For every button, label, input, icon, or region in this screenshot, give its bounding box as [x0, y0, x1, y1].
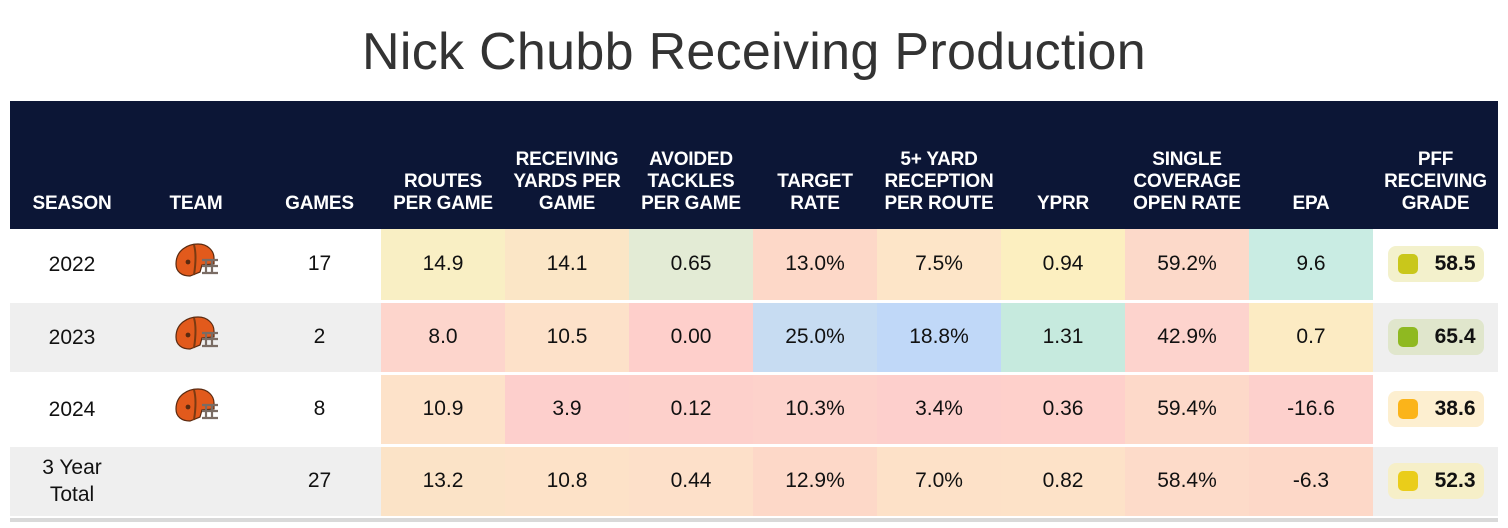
pff-grade-cell: 52.3	[1373, 445, 1498, 519]
yprr-cell: 0.94	[1001, 229, 1125, 303]
grade-value: 52.3	[1434, 469, 1476, 492]
table-row: 2024 8 10.9 3.9 0.12 10.3% 3.4% 0.36 59.4% -16.6 3…	[10, 373, 1498, 447]
grade-badge: 38.6	[1387, 391, 1484, 427]
epa-cell: -16.6	[1249, 373, 1373, 447]
games-cell: 2	[258, 301, 381, 375]
header-row: SEASON TEAM GAMES ROUTES PER GAME RECEIVING …	[10, 101, 1498, 229]
table-row: 2022 17 14.9 14.1 0.65 13.0% 7.5% 0.94 59.2% 9.6 5…	[10, 229, 1498, 303]
grade-color-square-icon	[1397, 471, 1418, 491]
season-cell: 2022	[10, 229, 134, 303]
column-header-games: GAMES	[258, 101, 381, 229]
season-label: 2023	[48, 325, 96, 349]
team-cell	[134, 229, 258, 303]
grade-value: 65.4	[1434, 325, 1476, 348]
column-header-target-rate: TARGET RATE	[753, 101, 877, 229]
bottom-rule	[10, 518, 1498, 522]
yprr-cell: 0.82	[1001, 445, 1125, 519]
avoided-tackles-pg-cell: 0.12	[629, 373, 753, 447]
column-header-yprr: YPRR	[1001, 101, 1125, 229]
rec-yds-pg-cell: 10.5	[505, 301, 629, 375]
column-header-season: SEASON	[10, 101, 134, 229]
column-header-epa: EPA	[1249, 101, 1373, 229]
column-header-pff-grade: PFF RECEIVING GRADE	[1373, 101, 1498, 229]
chart-title: Nick Chubb Receiving Production	[362, 23, 1146, 81]
stats-table: SEASON TEAM GAMES ROUTES PER GAME RECEIVING …	[10, 101, 1498, 519]
column-header-five-plus-rec-pr: 5+ YARD RECEPTION PER ROUTE	[877, 101, 1001, 229]
epa-cell: 0.7	[1249, 301, 1373, 375]
target-rate-cell: 12.9%	[753, 445, 877, 519]
rec-yds-pg-cell: 3.9	[505, 373, 629, 447]
routes-pg-cell: 10.9	[381, 373, 505, 447]
grade-color-square-icon	[1397, 254, 1418, 275]
column-header-avoided-tackles-pg: AVOIDED TACKLES PER GAME	[629, 101, 753, 229]
games-cell: 8	[258, 373, 381, 447]
team-cell	[134, 445, 258, 519]
single-cov-open-cell: 59.4%	[1125, 373, 1249, 447]
target-rate-cell: 13.0%	[753, 229, 877, 303]
season-cell: 2024	[10, 373, 134, 447]
team-cell	[134, 373, 258, 447]
routes-pg-cell: 8.0	[381, 301, 505, 375]
grade-color-square-icon	[1397, 399, 1418, 419]
grade-badge: 58.5	[1387, 246, 1484, 283]
browns-helmet-icon	[172, 387, 220, 431]
column-header-team: TEAM	[134, 101, 258, 229]
team-cell	[134, 301, 258, 375]
table-row: 3 Year Total 27 13.2 10.8 0.44 12.9% 7.0% 0.82 5…	[10, 445, 1498, 519]
single-cov-open-cell: 59.2%	[1125, 229, 1249, 303]
avoided-tackles-pg-cell: 0.44	[629, 445, 753, 519]
grade-color-square-icon	[1397, 327, 1418, 347]
table-row: 2023 2 8.0 10.5 0.00 25.0% 18.8% 1.31 42.9% 0.7 65…	[10, 301, 1498, 375]
target-rate-cell: 10.3%	[753, 373, 877, 447]
column-header-single-cov-open: SINGLE COVERAGE OPEN RATE	[1125, 101, 1249, 229]
browns-helmet-icon	[172, 242, 220, 286]
column-header-rec-yds-pg: RECEIVING YARDS PER GAME	[505, 101, 629, 229]
single-cov-open-cell: 42.9%	[1125, 301, 1249, 375]
games-cell: 17	[258, 229, 381, 303]
yprr-cell: 0.36	[1001, 373, 1125, 447]
avoided-tackles-pg-cell: 0.65	[629, 229, 753, 303]
column-header-routes-pg: ROUTES PER GAME	[381, 101, 505, 229]
five-plus-rec-pr-cell: 7.5%	[877, 229, 1001, 303]
yprr-cell: 1.31	[1001, 301, 1125, 375]
season-label: 2022	[48, 252, 96, 276]
grade-badge: 65.4	[1387, 319, 1484, 355]
single-cov-open-cell: 58.4%	[1125, 445, 1249, 519]
rec-yds-pg-cell: 14.1	[505, 229, 629, 303]
routes-pg-cell: 14.9	[381, 229, 505, 303]
season-cell: 2023	[10, 301, 134, 375]
table-body: 2022 17 14.9 14.1 0.65 13.0% 7.5% 0.94 59.2% 9.6 5…	[10, 229, 1498, 519]
grade-value: 58.5	[1434, 252, 1476, 276]
epa-cell: 9.6	[1249, 229, 1373, 303]
rec-yds-pg-cell: 10.8	[505, 445, 629, 519]
pff-grade-cell: 38.6	[1373, 373, 1498, 447]
epa-cell: -6.3	[1249, 445, 1373, 519]
season-label: 2024	[48, 397, 96, 421]
routes-pg-cell: 13.2	[381, 445, 505, 519]
five-plus-rec-pr-cell: 3.4%	[877, 373, 1001, 447]
grade-badge: 52.3	[1387, 463, 1484, 499]
pff-grade-cell: 58.5	[1373, 229, 1498, 303]
games-cell: 27	[258, 445, 381, 519]
browns-helmet-icon	[172, 315, 220, 359]
five-plus-rec-pr-cell: 18.8%	[877, 301, 1001, 375]
grade-value: 38.6	[1434, 397, 1476, 420]
season-label: 3 Year Total	[42, 456, 102, 506]
five-plus-rec-pr-cell: 7.0%	[877, 445, 1001, 519]
season-cell: 3 Year Total	[10, 445, 134, 519]
pff-grade-cell: 65.4	[1373, 301, 1498, 375]
target-rate-cell: 25.0%	[753, 301, 877, 375]
avoided-tackles-pg-cell: 0.00	[629, 301, 753, 375]
